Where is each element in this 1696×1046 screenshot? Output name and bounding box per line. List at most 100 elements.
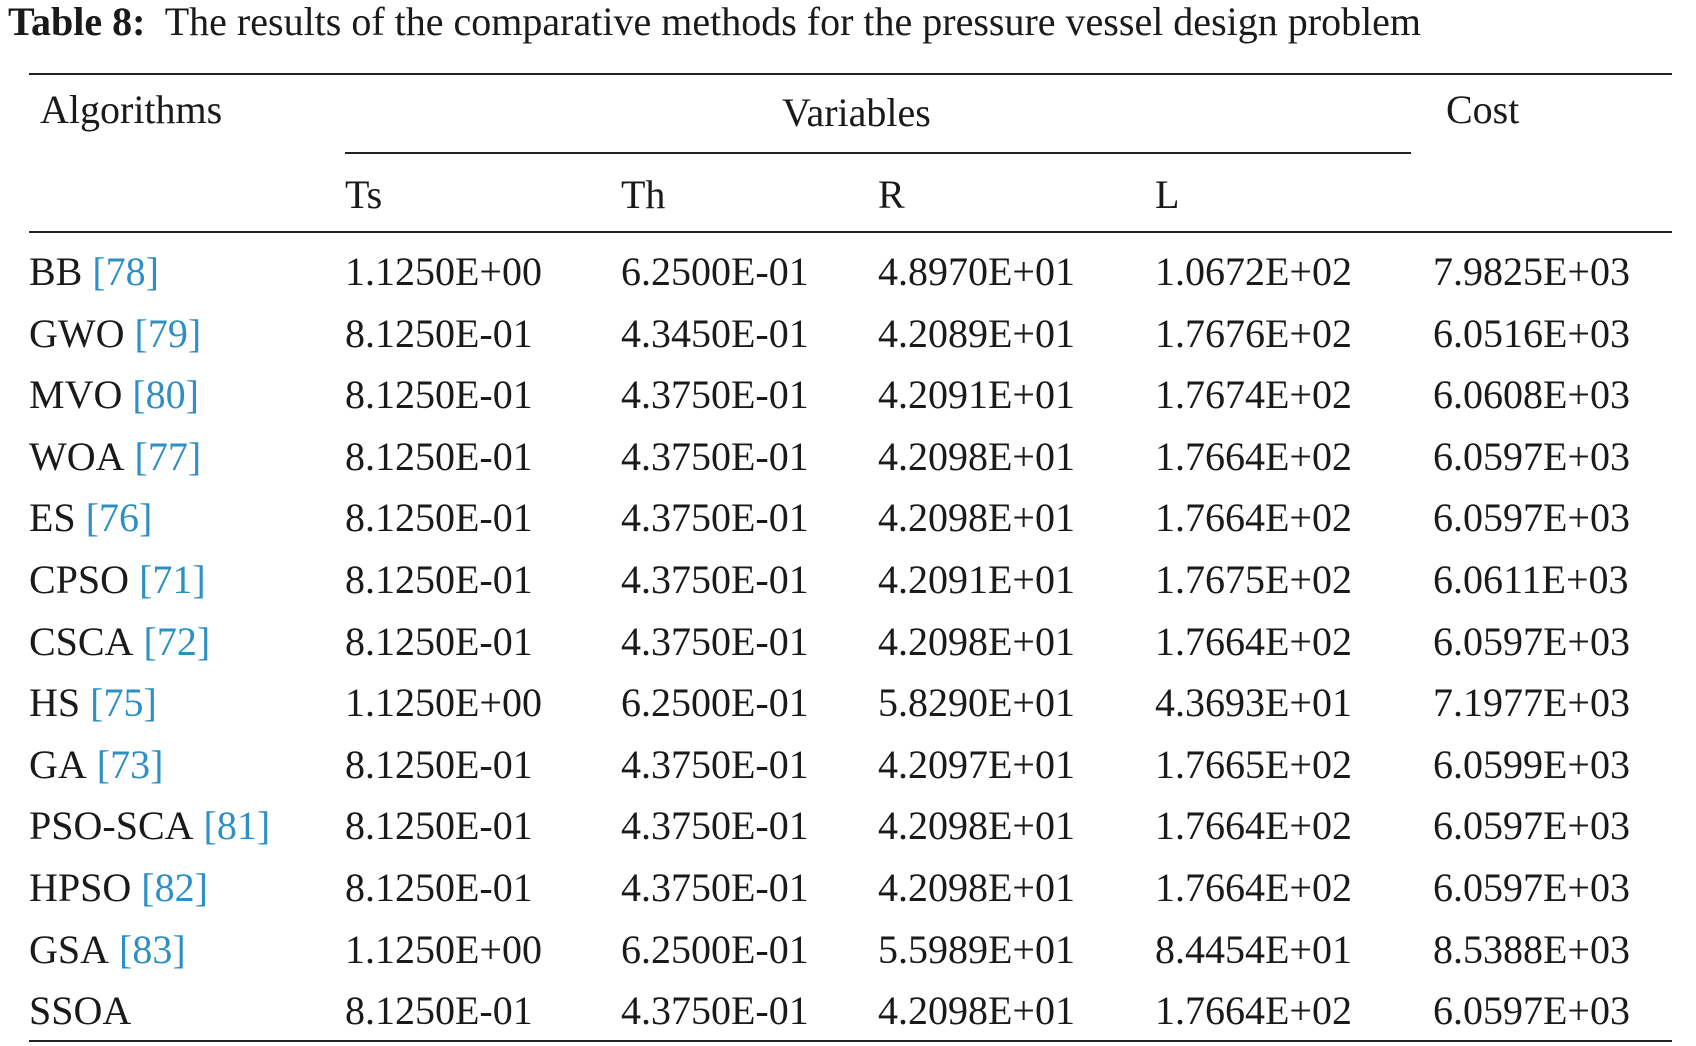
value-cell: 4.2097E+01: [878, 741, 1075, 787]
value-cell: 1.0672E+02: [1155, 249, 1352, 294]
value-cell: 6.2500E-01: [621, 926, 809, 972]
value-cell: 1.7676E+02: [1155, 310, 1352, 356]
algorithm-cell: BB [78]: [29, 252, 159, 292]
value-cell: 4.3693E+01: [1155, 680, 1352, 726]
value-cell: 4.2091E+01: [878, 372, 1075, 418]
algorithm-cell: CSCA [72]: [29, 618, 211, 664]
algorithm-cell: MVO [80]: [29, 375, 199, 415]
reference: [81]: [203, 803, 271, 849]
reference: [76]: [85, 495, 153, 541]
value-cell: 4.2098E+01: [878, 803, 1075, 849]
value-cell: 4.2098E+01: [878, 865, 1075, 910]
value-cell: 1.1250E+00: [345, 926, 542, 972]
value-cell: 6.0608E+03: [1433, 372, 1630, 418]
value-cell: 6.0597E+03: [1433, 495, 1630, 541]
algorithm-name: CSCA: [29, 618, 134, 664]
column-header: Th: [621, 172, 666, 217]
column-header: R: [878, 172, 905, 217]
value-cell: 4.3750E-01: [621, 803, 809, 849]
value-cell: 4.2098E+01: [878, 495, 1075, 541]
header-variables: Variables: [782, 90, 931, 135]
reference: [78]: [92, 249, 159, 294]
bottom-rule: [29, 1040, 1672, 1042]
reference: [72]: [143, 618, 211, 664]
value-cell: 6.0597E+03: [1433, 803, 1630, 849]
value-cell: 1.7674E+02: [1155, 372, 1352, 418]
caption: Table 8: The results of the comparative …: [8, 2, 1421, 42]
algorithm-name: GSA: [29, 926, 110, 972]
reference: [79]: [134, 310, 202, 356]
value-cell: 7.9825E+03: [1433, 249, 1630, 294]
reference: [71]: [139, 557, 206, 602]
value-cell: 6.0597E+03: [1433, 433, 1630, 479]
column-header: Ts: [345, 172, 383, 217]
value-cell: 8.1250E-01: [345, 865, 533, 910]
value-cell: 8.1250E-01: [345, 803, 533, 849]
value-cell: 4.3750E-01: [621, 988, 809, 1034]
value-cell: 4.2089E+01: [878, 310, 1075, 356]
value-cell: 8.1250E-01: [345, 495, 533, 541]
algorithm-cell: GWO [79]: [29, 310, 202, 356]
header-rule: [29, 231, 1672, 233]
value-cell: 8.4454E+01: [1155, 926, 1352, 972]
value-cell: 1.1250E+00: [345, 249, 542, 294]
value-cell: 1.7664E+02: [1155, 618, 1352, 664]
value-cell: 1.7664E+02: [1155, 495, 1352, 541]
algorithm-name: ES: [29, 495, 76, 541]
value-cell: 6.0599E+03: [1433, 741, 1630, 787]
value-cell: 1.7664E+02: [1155, 988, 1352, 1034]
algorithm-cell: SSOA: [29, 991, 131, 1031]
header-cost: Cost: [1446, 87, 1520, 132]
value-cell: 4.2091E+01: [878, 557, 1075, 602]
value-cell: 4.3750E-01: [621, 741, 809, 787]
value-cell: 8.5388E+03: [1433, 926, 1630, 972]
value-cell: 6.0516E+03: [1433, 310, 1630, 356]
algorithm-name: GA: [29, 741, 87, 787]
value-cell: 8.1250E-01: [345, 557, 533, 602]
algorithm-name: MVO: [29, 372, 123, 418]
algorithm-name: BB: [29, 249, 83, 294]
algorithm-name: CPSO: [29, 557, 130, 602]
reference: [80]: [132, 372, 199, 418]
reference: [73]: [96, 741, 164, 787]
value-cell: 6.2500E-01: [621, 249, 809, 294]
value-cell: 8.1250E-01: [345, 310, 533, 356]
value-cell: 6.0597E+03: [1433, 865, 1630, 910]
reference: [75]: [90, 680, 157, 726]
column-header: L: [1155, 172, 1180, 217]
value-cell: 8.1250E-01: [345, 433, 533, 479]
algorithm-cell: HS [75]: [29, 683, 157, 723]
value-cell: 4.3750E-01: [621, 433, 809, 479]
variables-rule: [345, 152, 1411, 154]
value-cell: 1.7665E+02: [1155, 741, 1352, 787]
value-cell: 5.5989E+01: [878, 926, 1075, 972]
algorithm-cell: WOA [77]: [29, 433, 201, 479]
value-cell: 4.3450E-01: [621, 310, 809, 356]
algorithm-name: HPSO: [29, 865, 132, 910]
algorithm-name: PSO-SCA: [29, 803, 194, 849]
algorithm-name: WOA: [29, 433, 125, 479]
algorithm-name: SSOA: [29, 988, 132, 1034]
value-cell: 1.7675E+02: [1155, 557, 1352, 602]
value-cell: 8.1250E-01: [345, 741, 533, 787]
value-cell: 4.2098E+01: [878, 988, 1075, 1034]
value-cell: 8.1250E-01: [345, 618, 533, 664]
value-cell: 4.3750E-01: [621, 618, 809, 664]
value-cell: 4.8970E+01: [878, 249, 1075, 294]
value-cell: 1.7664E+02: [1155, 433, 1352, 479]
value-cell: 6.2500E-01: [621, 680, 809, 726]
value-cell: 1.7664E+02: [1155, 865, 1352, 910]
value-cell: 1.7664E+02: [1155, 803, 1352, 849]
value-cell: 7.1977E+03: [1433, 680, 1630, 726]
algorithm-name: HS: [29, 680, 81, 726]
value-cell: 4.2098E+01: [878, 618, 1075, 664]
value-cell: 4.3750E-01: [621, 372, 809, 418]
algorithm-name: GWO: [29, 310, 125, 356]
top-rule: [29, 73, 1672, 75]
algorithm-cell: CPSO [71]: [29, 560, 206, 600]
algorithm-cell: GA [73]: [29, 741, 164, 787]
caption-label: Table 8:: [8, 0, 146, 44]
value-cell: 5.8290E+01: [878, 680, 1075, 726]
value-cell: 8.1250E-01: [345, 988, 533, 1034]
